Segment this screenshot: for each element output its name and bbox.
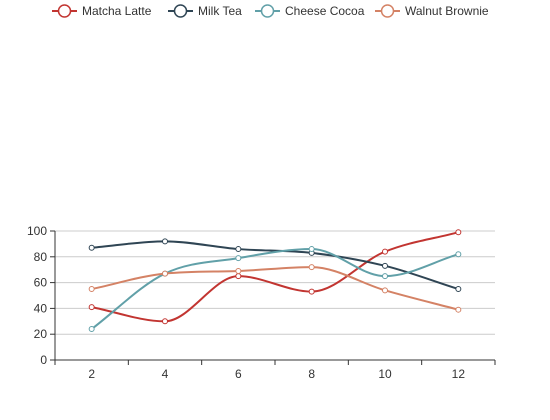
data-point-matcha-latte[interactable] [382,248,388,255]
data-point-milk-tea[interactable] [235,246,242,253]
data-point-cheese-cocoa[interactable] [382,273,388,280]
legend-circle-icon [57,4,72,18]
x-tick-label: 10 [378,367,392,381]
data-point-walnut-brownie[interactable] [88,286,95,293]
data-point-walnut-brownie[interactable] [162,270,168,277]
series-milk-tea [88,238,462,293]
legend: Matcha Latte Milk Tea Cheese Cocoa Walnut B… [52,4,489,18]
data-point-cheese-cocoa[interactable] [88,326,95,333]
data-point-milk-tea[interactable] [162,238,168,245]
data-point-cheese-cocoa[interactable] [308,246,315,253]
axes: 0 20 40 60 80 100 2 4 6 8 10 12 [27,224,496,381]
x-tick-label: 12 [452,367,466,381]
data-point-milk-tea[interactable] [88,244,95,251]
data-point-matcha-latte[interactable] [235,273,242,280]
series-line-cheese-cocoa [91,248,459,330]
grid [55,230,495,335]
data-point-cheese-cocoa[interactable] [235,255,242,262]
legend-item-matcha-latte[interactable]: Matcha Latte [52,4,152,18]
x-tick-label: 2 [88,367,95,381]
series-cheese-cocoa [88,246,462,333]
data-point-walnut-brownie[interactable] [235,267,242,274]
data-point-matcha-latte[interactable] [308,288,315,295]
series-layer [88,229,462,333]
data-point-walnut-brownie[interactable] [382,287,388,294]
series-line-milk-tea [91,240,459,291]
data-point-matcha-latte[interactable] [162,318,168,325]
data-point-cheese-cocoa[interactable] [455,251,462,258]
legend-label: Cheese Cocoa [285,4,365,18]
y-tick-label: 100 [27,224,47,238]
x-tick-label: 4 [162,367,169,381]
y-tick-label: 60 [34,276,48,290]
data-point-walnut-brownie[interactable] [308,264,315,271]
legend-label: Matcha Latte [82,4,152,18]
legend-label: Walnut Brownie [405,4,489,18]
legend-item-milk-tea[interactable]: Milk Tea [168,4,242,18]
data-point-milk-tea[interactable] [382,262,388,269]
y-tick-label: 40 [34,301,48,315]
data-point-milk-tea[interactable] [455,286,462,293]
legend-circle-icon [260,4,275,18]
legend-circle-icon [173,4,188,18]
legend-item-walnut-brownie[interactable]: Walnut Brownie [375,4,489,18]
y-tick-label: 80 [34,250,48,264]
x-tick-label: 6 [235,367,242,381]
legend-label: Milk Tea [198,4,242,18]
legend-item-cheese-cocoa[interactable]: Cheese Cocoa [255,4,365,18]
y-tick-label: 0 [40,353,47,367]
series-line-walnut-brownie [91,266,459,311]
x-tick-label: 8 [308,367,315,381]
y-tick-label: 20 [34,327,48,341]
legend-circle-icon [380,4,395,18]
series-walnut-brownie [88,264,462,313]
data-point-matcha-latte[interactable] [455,229,462,236]
data-point-walnut-brownie[interactable] [455,306,462,313]
data-point-matcha-latte[interactable] [88,304,95,311]
